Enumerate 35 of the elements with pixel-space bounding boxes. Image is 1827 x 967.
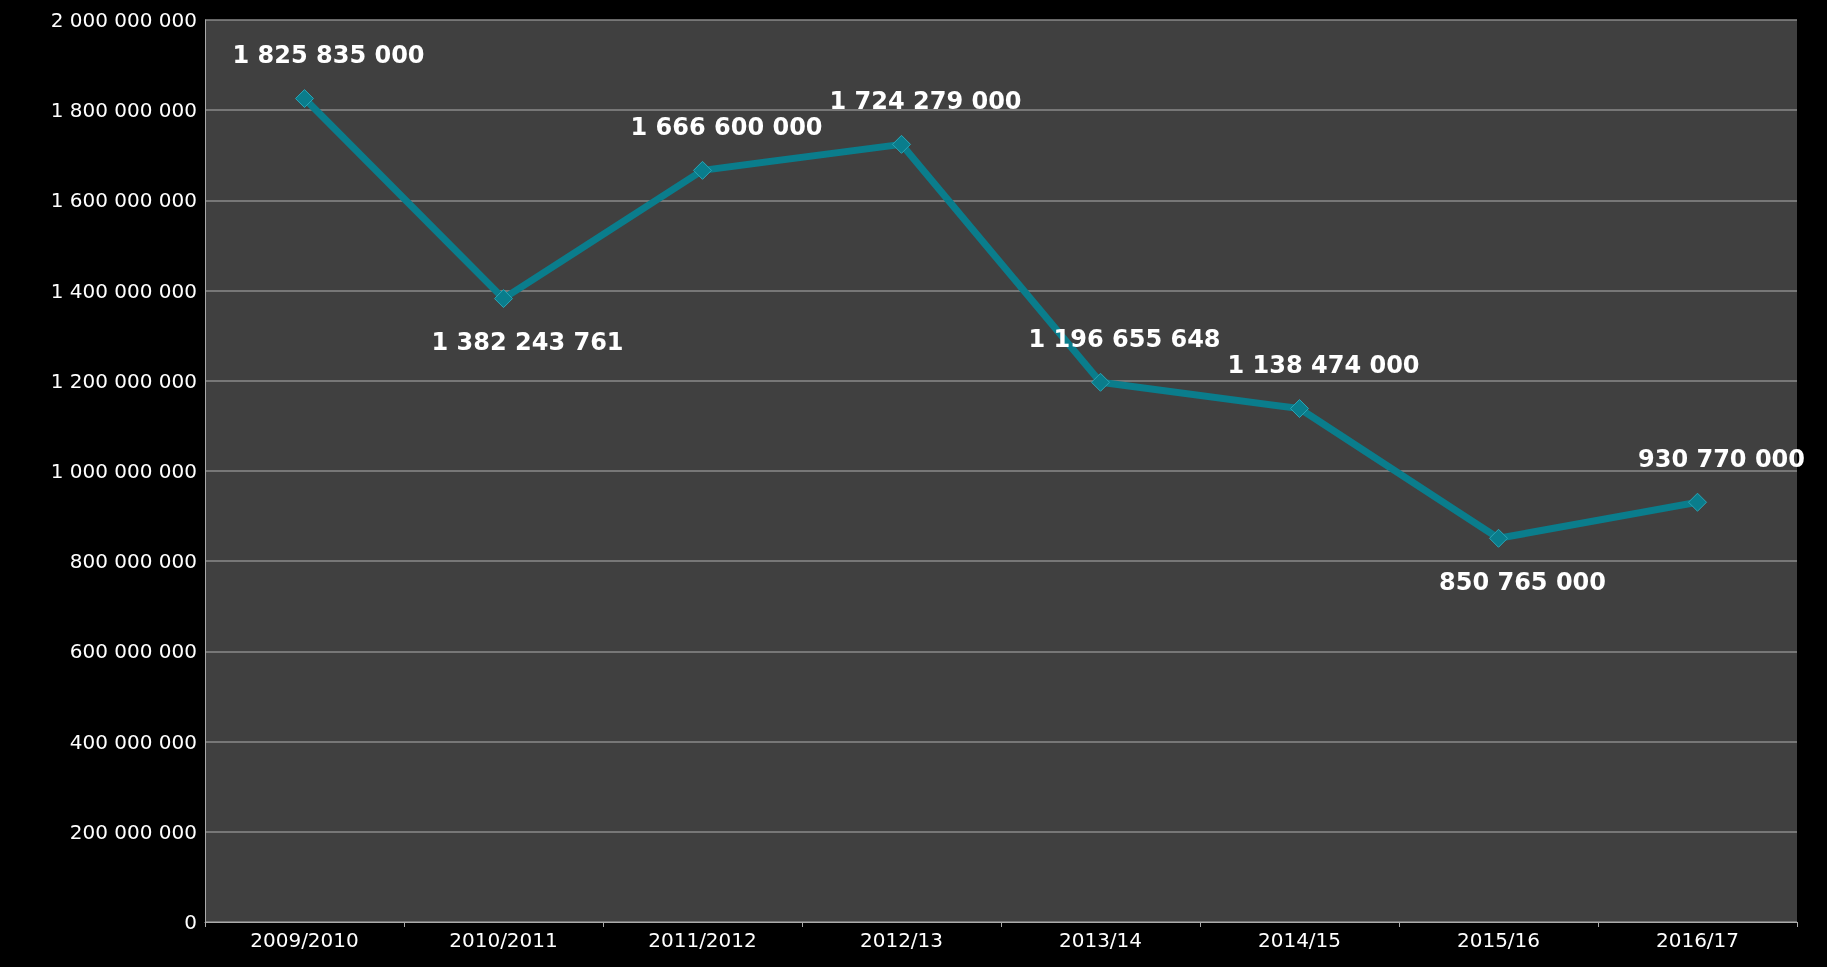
point (1091, 372, 1110, 392)
y-tick-label: 2 000 000 000 (50, 8, 197, 32)
y-tick-label: 800 000 000 (69, 549, 197, 574)
data-label: 1 724 279 000 (829, 86, 1022, 115)
data-label: 850 765 000 (1438, 567, 1607, 596)
y-tick-label: 400 000 000 (69, 729, 197, 754)
x-tick-label: 2013/14 (1058, 928, 1143, 952)
y-tick-label: 600 000 000 (69, 639, 197, 664)
point (494, 289, 513, 309)
data-label: 1 382 243 761 (431, 328, 624, 357)
x-tick-label: 2014/15 (1257, 928, 1342, 952)
data-label: 1 825 835 000 (232, 41, 425, 70)
data-label: 1 666 600 000 (630, 112, 823, 141)
x-tick-label: 2009/2010 (250, 928, 359, 952)
x-tick-label: 2012/13 (859, 928, 944, 952)
y-tick-label: 1 000 000 000 (50, 459, 197, 483)
y-tick-label: 200 000 000 (69, 819, 197, 844)
data-label: 930 770 000 (1637, 444, 1806, 473)
x-tick-label: 2015/16 (1456, 928, 1541, 952)
y-tick-label: 0 (184, 910, 197, 934)
x-tick-label: 2010/2011 (449, 928, 558, 952)
x-tick-label: 2016/17 (1655, 928, 1740, 952)
x-tick-label: 2011/2012 (648, 928, 757, 952)
point (1688, 492, 1707, 512)
point (693, 160, 712, 180)
y-tick-label: 1 600 000 000 (50, 188, 197, 213)
point (892, 134, 911, 154)
y-tick-label: 1 400 000 000 (50, 278, 197, 303)
y-tick-label: 1 200 000 000 (50, 368, 197, 393)
point (1290, 399, 1309, 419)
data-label: 1 196 655 648 (1028, 324, 1221, 353)
data-label: 1 138 474 000 (1227, 351, 1420, 380)
y-tick-label: 1 800 000 000 (50, 98, 197, 123)
point (1489, 528, 1508, 548)
point (295, 89, 314, 109)
